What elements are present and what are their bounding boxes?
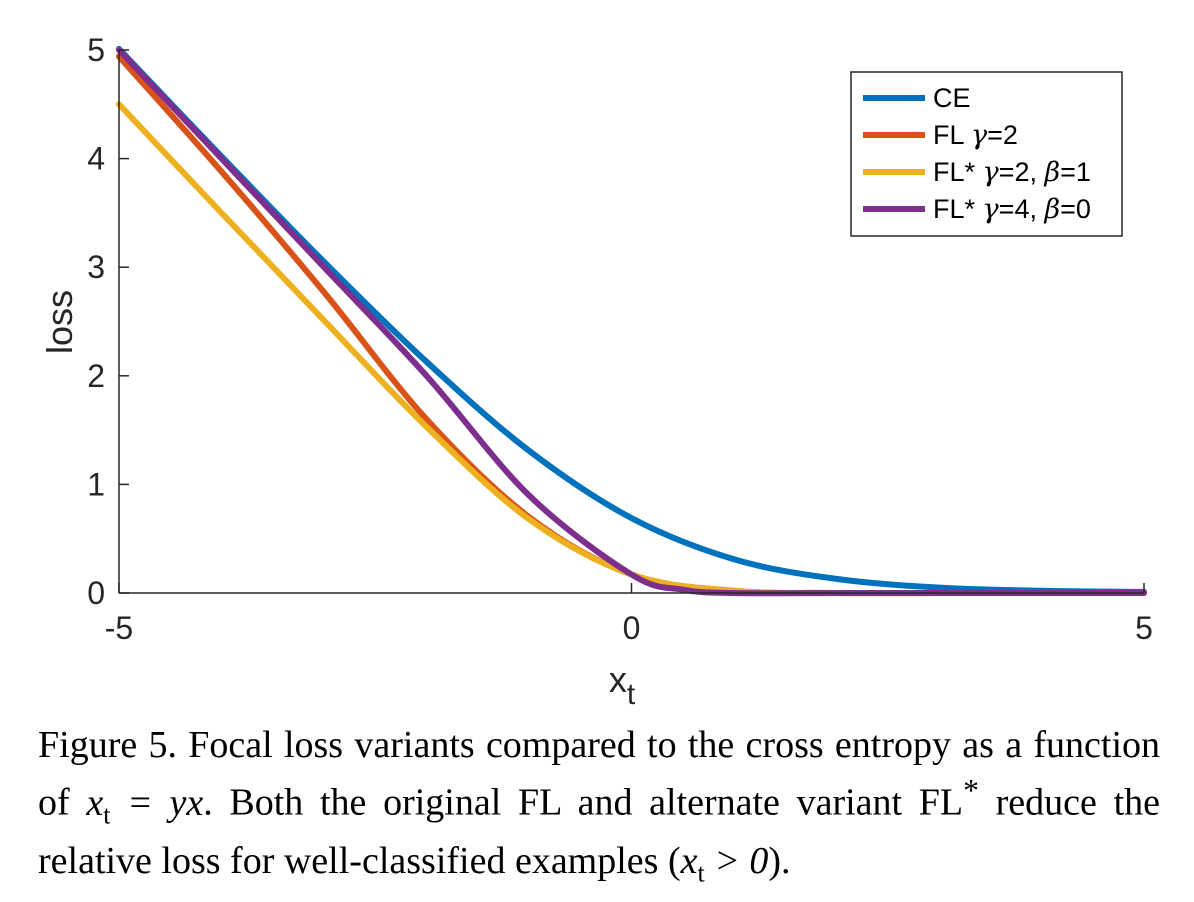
figure: 0 1 2 3 4 5 -5 0 5 loss xt CE FL γ=2 FL* γ=2, β=1 F… (39, 32, 1153, 711)
legend-label-3: FL* γ=4, β=0 (933, 194, 1091, 225)
x-axis-label-main: x (609, 659, 627, 700)
y-axis-label: loss (39, 290, 80, 354)
caption-math1-sub: t (103, 800, 111, 830)
x-axis-label-subscript: t (627, 678, 636, 711)
caption-part3: reduce the relative loss for well-classi… (38, 781, 1161, 883)
y-tick-label: 3 (87, 249, 105, 285)
y-tick-label: 5 (87, 32, 105, 68)
caption-sup: * (963, 773, 979, 808)
caption-math2: x (680, 840, 698, 883)
caption-math1: x (86, 781, 104, 824)
legend: CE FL γ=2 FL* γ=2, β=1 FL* γ=4, β=0 (850, 71, 1123, 237)
x-tick-label: -5 (105, 610, 133, 646)
caption-part2: . Both the original FL and alternate var… (203, 781, 964, 824)
legend-label-0: CE (933, 83, 971, 113)
caption-part4: ). (768, 840, 791, 883)
figure-caption: Figure 5. Focal loss variants compared t… (38, 722, 1160, 897)
caption-math-condition: xt > 0 (680, 840, 769, 888)
y-tick-label: 0 (87, 575, 105, 611)
x-axis-label: xt (609, 659, 636, 711)
legend-label-2: FL* γ=2, β=1 (933, 157, 1091, 188)
caption-math2-sub: t (697, 858, 705, 888)
caption-part1: Figure 5. Focal loss variants compared t… (38, 724, 1160, 824)
x-tick-label: 0 (623, 610, 641, 646)
legend-label-1: FL γ=2 (933, 120, 1018, 151)
caption-math2-rest: > 0 (704, 840, 769, 883)
caption-math-xt: xt = yx (86, 781, 204, 830)
x-tick-label: 5 (1135, 610, 1153, 646)
caption-math1-rest: = yx (110, 781, 204, 824)
y-tick-label: 4 (87, 141, 105, 177)
y-tick-label: 2 (87, 358, 105, 394)
y-tick-label: 1 (87, 466, 105, 502)
